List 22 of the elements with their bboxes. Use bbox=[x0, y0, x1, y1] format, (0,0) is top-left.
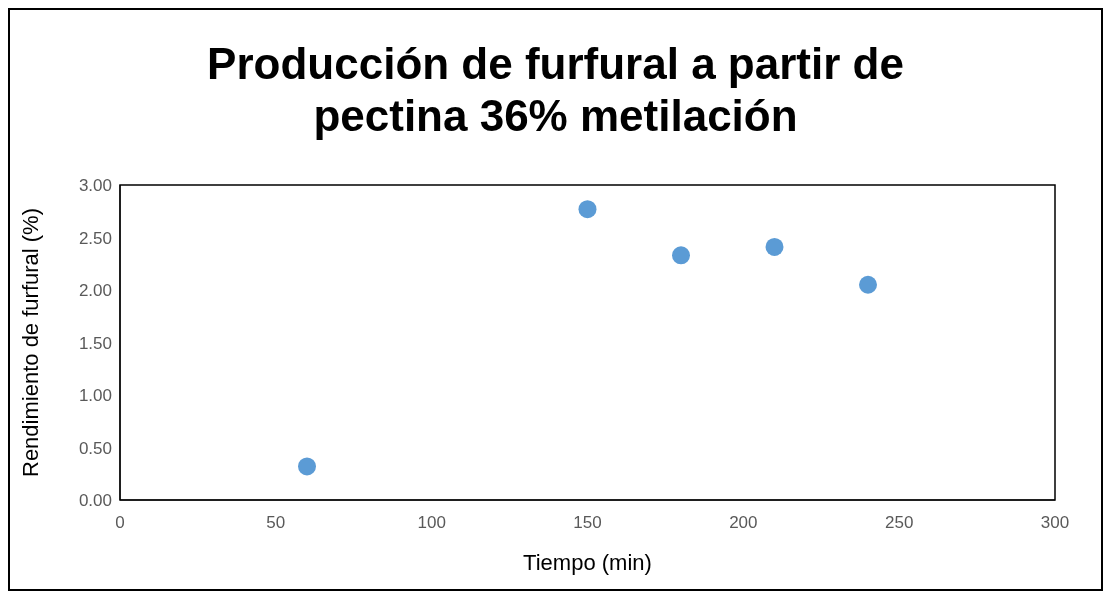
x-tick-label: 0 bbox=[115, 513, 125, 533]
y-tick-label: 1.00 bbox=[78, 386, 112, 406]
x-tick-label: 100 bbox=[417, 513, 446, 533]
point bbox=[765, 237, 784, 256]
y-tick-label: 1.50 bbox=[78, 333, 112, 353]
y-tick-label: 0.50 bbox=[78, 438, 112, 458]
y-tick-label: 2.00 bbox=[78, 281, 112, 301]
x-tick-label: 250 bbox=[884, 513, 914, 533]
y-tick-label: 0.00 bbox=[78, 491, 112, 511]
y-axis-title: Rendimiento de furfural (%) bbox=[17, 207, 43, 478]
x-tick-label: 50 bbox=[266, 513, 286, 533]
point bbox=[859, 275, 877, 294]
x-tick-label: 200 bbox=[729, 513, 758, 533]
y-tick-label: 3.00 bbox=[78, 176, 112, 196]
x-tick-label: 150 bbox=[573, 513, 602, 533]
chart-title: Producción de furfural a partir de pectina 36% metilación bbox=[206, 38, 905, 142]
point bbox=[578, 200, 597, 219]
point bbox=[298, 457, 316, 476]
point bbox=[672, 246, 690, 265]
x-tick-label: 300 bbox=[1040, 513, 1070, 533]
y-tick-label: 2.50 bbox=[78, 228, 112, 248]
x-axis-title: Tiempo (min) bbox=[523, 550, 652, 575]
